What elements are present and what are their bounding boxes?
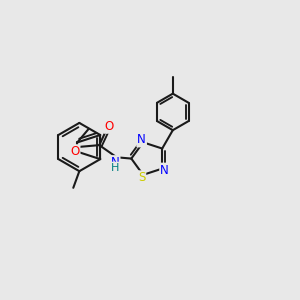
Text: O: O: [104, 120, 113, 133]
Text: N: N: [111, 156, 119, 169]
Text: S: S: [138, 171, 145, 184]
Text: N: N: [137, 134, 146, 146]
Text: N: N: [160, 164, 169, 177]
Text: H: H: [111, 163, 119, 172]
Text: O: O: [70, 145, 80, 158]
